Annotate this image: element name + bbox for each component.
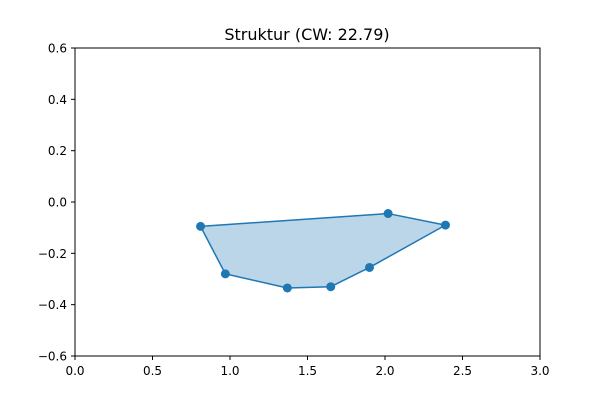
plot-area bbox=[196, 209, 450, 293]
series-line bbox=[199, 212, 447, 289]
x-tick-label: 0.5 bbox=[143, 364, 162, 378]
y-tick-label: −0.4 bbox=[38, 298, 67, 312]
data-point bbox=[440, 220, 450, 230]
x-tick-label: 3.0 bbox=[530, 364, 549, 378]
data-point bbox=[220, 269, 230, 279]
data-point bbox=[282, 283, 292, 293]
y-tick-label: 0.2 bbox=[48, 144, 67, 158]
chart-title: Struktur (CW: 22.79) bbox=[224, 25, 389, 44]
y-tick-label: 0.0 bbox=[48, 196, 67, 210]
data-point bbox=[383, 209, 393, 219]
x-tick-label: 1.0 bbox=[220, 364, 239, 378]
axes-frame bbox=[74, 47, 541, 357]
x-tick-label: 1.5 bbox=[298, 364, 317, 378]
y-tick-label: 0.4 bbox=[48, 93, 67, 107]
data-point bbox=[196, 221, 206, 231]
series-fill-area bbox=[200, 213, 446, 288]
axes: 0.0 0.5 1.0 1.5 2.0 2.5 3.0 −0.6 −0.4 −0.2 0.0 0.2 0… bbox=[38, 42, 550, 379]
y-tick-label: 0.6 bbox=[48, 42, 67, 56]
x-tick-label: 2.0 bbox=[375, 364, 394, 378]
x-tick-label: 0.0 bbox=[65, 364, 84, 378]
data-point bbox=[365, 262, 374, 272]
y-tick-label: −0.2 bbox=[38, 247, 67, 261]
x-tick-label: 2.5 bbox=[453, 364, 472, 378]
y-tick-label: −0.6 bbox=[38, 350, 67, 364]
data-point bbox=[326, 282, 336, 292]
